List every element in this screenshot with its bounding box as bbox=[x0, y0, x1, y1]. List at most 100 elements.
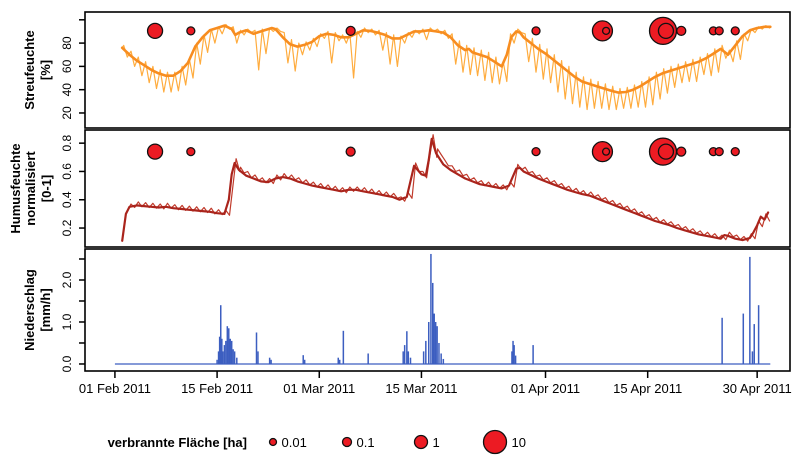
precip-bar bbox=[402, 351, 404, 364]
legend-bubble bbox=[482, 429, 508, 455]
precip-bar bbox=[229, 338, 231, 364]
x-tick-label: 30 Apr 2011 bbox=[723, 381, 792, 396]
legend: verbrannte Fläche [ha] 0.01 0.1 1 10 bbox=[108, 429, 526, 455]
legend-item-0.01: 0.01 bbox=[268, 435, 307, 450]
fire-bubble bbox=[730, 146, 740, 157]
precip-bar bbox=[219, 305, 222, 364]
x-tick-label: 01 Mar 2011 bbox=[283, 381, 355, 396]
precip-bar bbox=[407, 351, 410, 364]
panel-niederschlag: 0.0 1.0 2.0 Niederschlag [mm/h] bbox=[22, 248, 791, 372]
fire-bubble bbox=[657, 143, 675, 160]
precip-bar bbox=[440, 353, 442, 364]
y-axis-niederschlag: 0.0 1.0 2.0 bbox=[60, 258, 85, 372]
precip-bar bbox=[216, 359, 218, 364]
legend-bubble bbox=[341, 436, 353, 448]
fire-bubble bbox=[345, 25, 356, 37]
precip-bar bbox=[512, 340, 514, 364]
precip-bar bbox=[442, 358, 445, 364]
line-raw_hourly-humusfeuchte bbox=[121, 134, 771, 242]
precip-bar bbox=[438, 342, 440, 364]
precip-bar bbox=[513, 345, 515, 364]
precip-bar bbox=[218, 336, 221, 364]
y-tick-label: 0.0 bbox=[60, 355, 74, 372]
precip-bar bbox=[749, 256, 751, 364]
fire-bubble bbox=[676, 146, 687, 157]
legend-item-label: 10 bbox=[512, 435, 526, 450]
precip-bar bbox=[367, 353, 369, 364]
x-tick-label: 15 Apr 2011 bbox=[613, 381, 682, 396]
precip-bar bbox=[228, 328, 230, 364]
legend-bubble bbox=[268, 437, 278, 447]
precip-bar bbox=[342, 330, 345, 364]
precip-bar bbox=[742, 313, 745, 364]
precip-bars bbox=[114, 253, 771, 365]
precip-bar bbox=[425, 340, 427, 364]
y-axis-title: normalisiert bbox=[23, 151, 38, 226]
precip-bar bbox=[257, 351, 259, 364]
panel-streufeuchte: 20 40 60 80 Streufeuchte [%] bbox=[22, 11, 791, 129]
precip-bar bbox=[514, 355, 517, 364]
y-tick-label: 1.0 bbox=[60, 313, 74, 330]
precip-bar bbox=[757, 305, 760, 364]
y-axis-streufeuchte: 20 40 60 80 bbox=[60, 19, 85, 120]
precip-bar bbox=[433, 313, 435, 364]
precip-bar bbox=[303, 359, 306, 364]
x-axis: 01 Feb 2011 15 Feb 2011 01 Mar 2011 15 Mar … bbox=[79, 371, 792, 396]
precip-bar bbox=[223, 345, 226, 364]
precip-bar bbox=[430, 253, 432, 364]
precip-bar bbox=[268, 357, 271, 364]
precip-bar bbox=[406, 331, 408, 364]
legend-title: verbrannte Fläche [ha] bbox=[108, 435, 247, 450]
precip-bar bbox=[751, 351, 754, 364]
precip-bar bbox=[230, 340, 233, 364]
y-axis-humusfeuchte: 0.2 0.4 0.6 0.8 bbox=[60, 134, 85, 236]
legend-item-1: 1 bbox=[413, 434, 440, 450]
precip-bar bbox=[721, 317, 723, 364]
legend-item-label: 0.1 bbox=[357, 435, 375, 450]
precip-bar bbox=[422, 351, 425, 364]
panel-box-streufeuchte bbox=[84, 11, 791, 129]
precip-bar bbox=[232, 349, 234, 364]
fire-bubble bbox=[186, 146, 196, 157]
y-tick-label: 60 bbox=[60, 59, 74, 73]
fire-bubble bbox=[186, 26, 196, 36]
precip-bar bbox=[409, 357, 412, 364]
legend-item-10: 10 bbox=[482, 429, 526, 455]
fire-bubble bbox=[657, 22, 675, 40]
x-tick-label: 15 Mar 2011 bbox=[385, 381, 457, 396]
precip-bar bbox=[753, 324, 755, 364]
precip-bar bbox=[225, 340, 227, 364]
precip-bar bbox=[222, 351, 224, 364]
precip-bar bbox=[233, 351, 236, 364]
precip-bar bbox=[337, 357, 339, 364]
y-axis-title: [%] bbox=[38, 60, 53, 80]
panel-box-humusfeuchte bbox=[84, 129, 791, 248]
fire-bubbles-streufeuchte bbox=[146, 16, 740, 46]
fire-bubble bbox=[531, 26, 541, 36]
fire-bubbles-humusfeuchte bbox=[146, 137, 740, 166]
y-axis-title: Humusfeuchte bbox=[8, 143, 23, 233]
y-axis-title: Streufeuchte bbox=[22, 30, 37, 109]
precip-bar bbox=[236, 357, 238, 364]
fire-bubble bbox=[601, 26, 611, 36]
legend-bubble bbox=[413, 434, 429, 450]
y-tick-label: 80 bbox=[60, 36, 74, 50]
precip-bar bbox=[226, 326, 229, 364]
precip-bar bbox=[255, 332, 258, 364]
y-tick-label: 2.0 bbox=[60, 271, 74, 288]
x-tick-label: 01 Feb 2011 bbox=[79, 381, 151, 396]
x-tick-label: 15 Feb 2011 bbox=[181, 381, 253, 396]
y-axis-title: [mm/h] bbox=[38, 288, 53, 331]
fire-bubble bbox=[714, 26, 724, 36]
precip-bar bbox=[511, 351, 513, 364]
precip-bar bbox=[434, 321, 437, 364]
precip-bar bbox=[403, 345, 406, 364]
precip-bar bbox=[221, 338, 223, 364]
y-axis-title: [0-1] bbox=[39, 175, 54, 202]
y-tick-label: 0.4 bbox=[60, 191, 74, 208]
y-tick-label: 0.8 bbox=[60, 134, 74, 151]
precip-bar bbox=[432, 282, 434, 364]
precip-bar bbox=[427, 321, 430, 364]
y-axis-title: Niederschlag bbox=[22, 269, 37, 351]
